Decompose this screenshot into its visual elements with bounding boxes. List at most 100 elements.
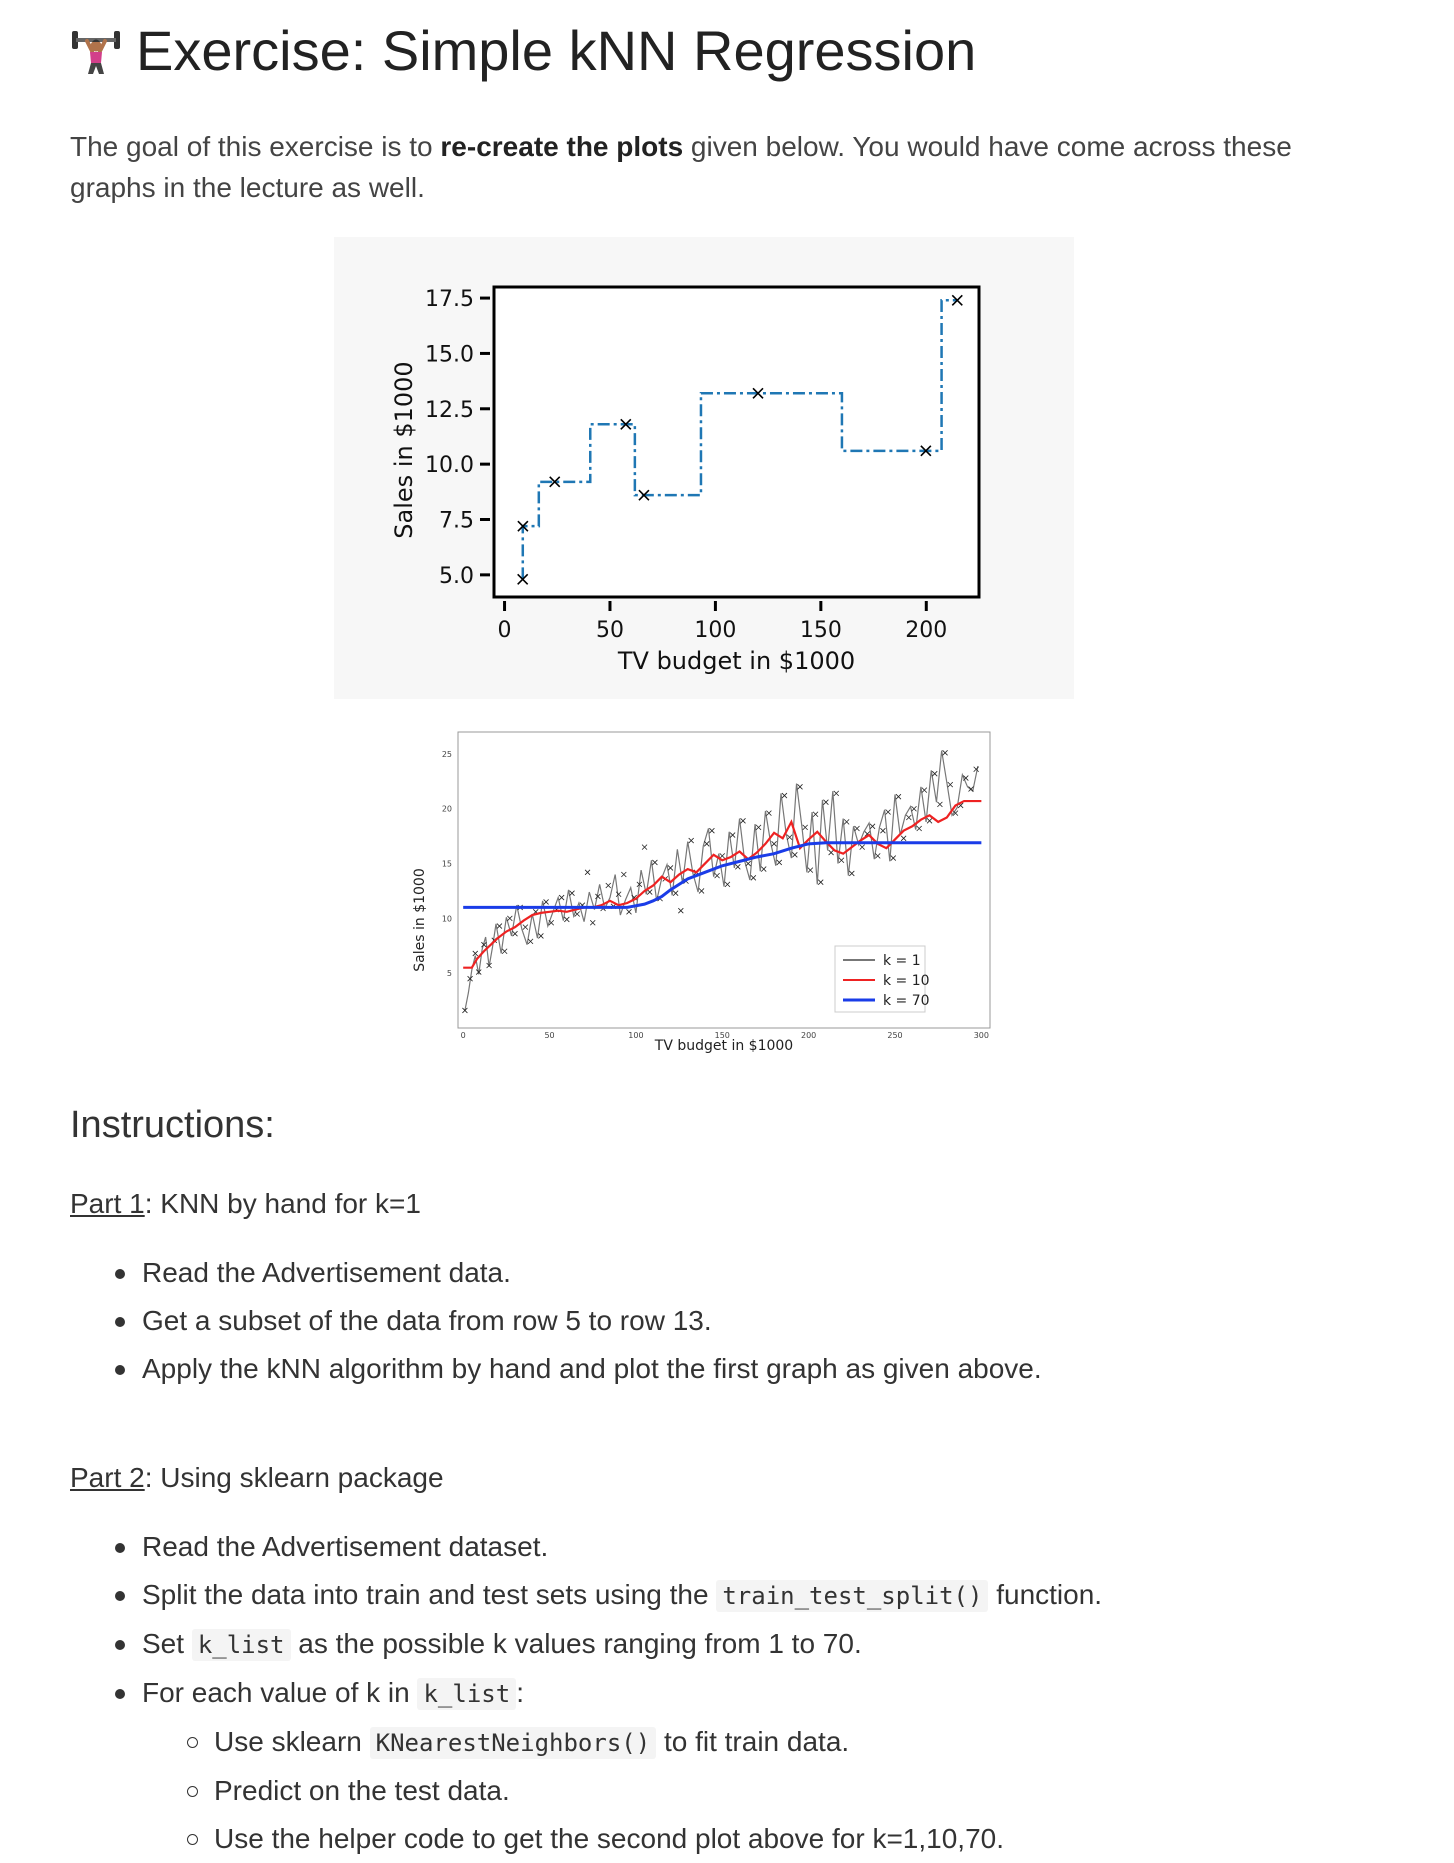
legend-label: k = 10	[883, 973, 930, 989]
scatter-marker	[527, 938, 534, 945]
part2-heading: Part 2: Using sklearn package	[70, 1462, 444, 1494]
scatter-marker	[890, 855, 897, 861]
page-title: Exercise: Simple kNN Regression	[70, 18, 976, 83]
y-tick-label: 10	[442, 914, 452, 923]
scatter-marker	[766, 810, 772, 816]
scatter-marker	[916, 825, 922, 832]
intro-paragraph: The goal of this exercise is to re-creat…	[70, 126, 1370, 208]
x-tick-label: 50	[596, 618, 624, 643]
list-item: For each value of k in k_list: Use sklea…	[115, 1669, 1442, 1863]
y-axis-label: Sales in $1000	[412, 868, 428, 971]
scatter-marker	[507, 915, 513, 922]
scatter-marker	[538, 933, 544, 939]
scatter-marker	[740, 818, 746, 824]
split-post: function.	[988, 1579, 1103, 1610]
scatter-marker	[641, 844, 648, 850]
scatter-marker	[900, 835, 907, 842]
scatter-marker	[548, 919, 555, 926]
x-tick-label: 50	[544, 1031, 554, 1040]
x-axis-label: TV budget in $1000	[654, 1038, 793, 1054]
scatter-marker	[595, 893, 601, 900]
scatter-marker	[564, 916, 570, 923]
k10-line	[463, 799, 982, 969]
scatter-marker	[911, 805, 917, 812]
weight-lifter-icon	[72, 30, 120, 74]
scatter-marker	[968, 786, 974, 792]
scatter-marker	[786, 834, 793, 841]
list-item: Read the Advertisement dataset.	[115, 1523, 1442, 1571]
scatter-marker	[467, 975, 473, 982]
y-tick-label: 15.0	[425, 342, 474, 367]
scatter-marker	[719, 853, 726, 859]
scatter-marker	[584, 869, 591, 876]
list-item: Get a subset of the data from row 5 to r…	[115, 1297, 1442, 1345]
scatter-marker	[569, 890, 575, 896]
scatter-marker	[714, 872, 720, 879]
set-post: as the possible k values ranging from 1 …	[290, 1628, 862, 1659]
y-tick-label: 10.0	[425, 453, 474, 478]
scatter-marker	[486, 962, 492, 969]
x-tick-label: 100	[628, 1031, 643, 1040]
data-point-marker	[638, 489, 650, 501]
k70-line	[463, 841, 982, 909]
scatter-marker	[678, 907, 684, 914]
sub-list-item: Use the helper code to get the second pl…	[187, 1815, 1442, 1863]
k1-step-line	[521, 299, 958, 581]
scatter-marker	[874, 853, 881, 859]
use-post: to fit train data.	[656, 1726, 850, 1757]
scatter-marker	[869, 823, 876, 830]
part2-title: : Using sklearn package	[144, 1462, 444, 1493]
scatter-marker	[792, 852, 798, 858]
scatter-marker	[771, 841, 777, 847]
scatter-marker	[636, 881, 643, 888]
y-tick-label: 15	[442, 860, 452, 869]
scatter-marker	[729, 832, 736, 838]
data-point-marker	[549, 476, 561, 488]
knn-k1-plot: 0 50 100 150 200 5.0 7.5 10.0 12.5 15.0 17.5 TV bud…	[334, 237, 1074, 699]
x-tick-label: 150	[715, 1031, 730, 1040]
scatter-marker	[906, 814, 912, 821]
part2-label: Part 2	[70, 1462, 145, 1493]
scatter-marker	[931, 770, 938, 777]
intro-pre: The goal of this exercise is to	[70, 131, 441, 162]
scatter-marker	[543, 899, 549, 905]
scatter-marker	[703, 841, 710, 847]
scatter-marker	[797, 784, 803, 790]
part1-list: Read the Advertisement data. Get a subse…	[70, 1249, 1442, 1393]
scatter-marker	[462, 1007, 468, 1014]
scatter-marker	[512, 930, 518, 937]
sub-list-item: Predict on the test data.	[187, 1767, 1442, 1815]
scatter-marker	[895, 793, 902, 800]
scatter-marker	[807, 867, 814, 873]
scatter-marker	[952, 810, 959, 816]
intro-post: given below. You would have come across …	[70, 131, 1292, 203]
scatter-marker	[963, 775, 969, 781]
scatter-marker	[760, 866, 767, 872]
scatter-marker	[817, 879, 824, 885]
scatter-marker	[646, 889, 653, 895]
plot-frame	[492, 285, 981, 599]
list-item: Apply the kNN algorithm by hand and plot…	[115, 1345, 1442, 1393]
scatter-marker	[942, 750, 948, 756]
scatter-marker	[724, 881, 731, 888]
data-point-marker	[951, 294, 963, 306]
x-tick-label: 200	[801, 1031, 816, 1040]
scatter-marker	[947, 781, 954, 788]
scatter-marker	[885, 809, 891, 815]
scatter-marker	[496, 923, 503, 929]
y-tick-label: 12.5	[425, 398, 474, 423]
scatter-marker	[838, 857, 845, 864]
list-item: Read the Advertisement data.	[115, 1249, 1442, 1297]
scatter-marker	[802, 824, 808, 831]
scatter-marker	[574, 911, 580, 917]
data-point-marker	[752, 387, 764, 399]
data-point-marker	[517, 520, 529, 532]
y-tick-label: 17.5	[425, 287, 474, 312]
scatter-marker	[926, 818, 933, 824]
scatter-marker	[605, 882, 612, 889]
scatter-marker	[781, 792, 788, 799]
chart-legend: k = 1 k = 10 k = 70	[834, 945, 930, 1013]
scatter-marker	[698, 888, 705, 894]
scatter-marker	[823, 799, 829, 805]
x-axis-label: TV budget in $1000	[617, 647, 855, 675]
